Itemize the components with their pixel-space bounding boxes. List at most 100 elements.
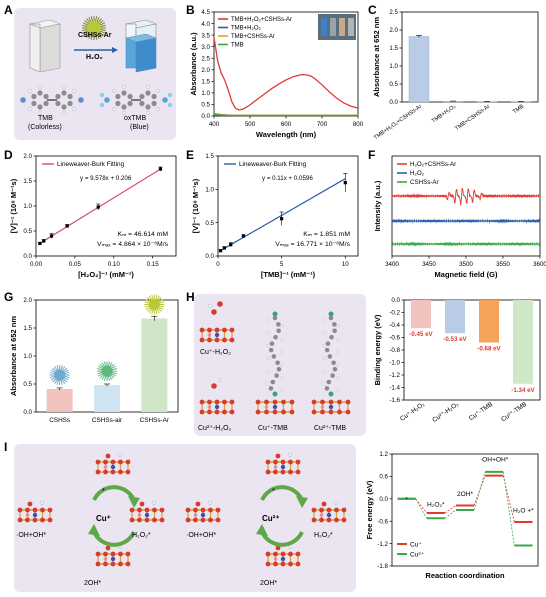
y-tick-label: 0.0 [205, 253, 214, 260]
x-tick-label: 500 [245, 121, 256, 128]
oxygen-atom [289, 399, 295, 405]
nitrogen-atom [272, 391, 278, 397]
carbon-atom [61, 104, 67, 110]
y-tick-label: 1.0 [23, 203, 32, 210]
hydrogen-atom [27, 88, 32, 93]
carbon-atom [328, 315, 334, 321]
structure-label-cu2-tmb: Cu²⁺-TMB [314, 425, 347, 432]
oxygen-atom [103, 551, 108, 557]
hydrogen-atom [280, 363, 284, 367]
oxygen-atom [129, 507, 135, 513]
oxygen-atom [264, 409, 269, 415]
carbon-atom [37, 104, 43, 110]
oxygen-atom [222, 337, 227, 343]
carbon-atom [329, 334, 334, 340]
cluster-0 [17, 501, 53, 523]
mech-label-cu1: Cu⁺ [96, 514, 111, 523]
y-tick-label: 2.0 [201, 67, 210, 74]
oxygen-atom [105, 453, 111, 459]
y-tick-label: 0.5 [205, 220, 214, 227]
y-tick-label: 0.0 [389, 99, 398, 106]
hydrogen-atom [322, 356, 326, 361]
oxygen-atom [229, 327, 235, 333]
oxygen-atom [152, 517, 157, 523]
bar-0 [46, 389, 73, 412]
oxygen-atom [321, 501, 327, 507]
colorless-cuvette [28, 19, 62, 73]
oxygen-atom [341, 507, 347, 513]
y-tick-label: 0.5 [23, 381, 32, 388]
x-tick-label: 3400 [385, 261, 399, 268]
bar-value-label: -0.45 eV [409, 331, 433, 338]
carbon-atom [324, 386, 330, 391]
catalyst-label: CSHSs-Ar [78, 32, 112, 39]
structure-cu1-tmb [255, 311, 295, 415]
hydrogen-atom [167, 92, 173, 98]
oxygen-atom [265, 469, 271, 475]
copper-atom [200, 512, 206, 518]
x-axis-label: [H₂O₂]⁻¹ (mM⁻¹) [78, 270, 134, 279]
oxygen-atom [95, 459, 101, 465]
hydrogen-atom [151, 501, 156, 506]
carbon-atom [43, 93, 49, 100]
x-tick-label: 5 [280, 261, 284, 268]
y-tick-label: 1.2 [379, 451, 388, 458]
structure-label-cu2-h2o2: Cu²⁺-H₂O₂ [198, 425, 232, 432]
oxygen-atom [337, 409, 342, 415]
oxygen-atom [103, 459, 108, 465]
oxygen-atom [222, 399, 227, 405]
y-tick-label: -0.2 [389, 310, 400, 317]
y-tick-label: -0.8 [389, 347, 400, 354]
oxygen-atom [311, 517, 317, 523]
oxygen-atom [215, 517, 221, 523]
oxygen-atom [326, 517, 332, 523]
cluster-2 [129, 501, 165, 523]
oxygen-atom [47, 517, 53, 523]
tmb-state-label: (Colorless) [28, 124, 62, 131]
y-axis-label: Absorbance at 652 nm [372, 17, 381, 97]
x-axis-label: Wavelength (nm) [256, 130, 317, 139]
data-point [96, 205, 100, 209]
oxygen-atom [199, 327, 205, 333]
oxygen-atom [280, 469, 286, 475]
cluster-3 [95, 544, 131, 567]
y-tick-label: 2.0 [389, 27, 398, 34]
data-point [241, 234, 246, 238]
carbon-atom [139, 100, 145, 107]
legend-label: Cu²⁺ [410, 551, 425, 558]
cluster-5 [265, 452, 301, 475]
panel-letter-b: B [186, 3, 195, 17]
copper-atom [214, 404, 220, 410]
carbon-atom [145, 104, 151, 110]
carbon-atom [121, 90, 127, 96]
oxygen-atom [211, 309, 217, 315]
oxygen-atom [110, 469, 116, 475]
hydrogen-atom [334, 501, 339, 506]
tmb-molecule-icon [20, 84, 84, 115]
oxygen-atom [217, 301, 223, 307]
structure-cu2-h2o2 [199, 377, 235, 415]
carbon-atom [270, 379, 276, 385]
copper-atom [144, 512, 150, 518]
oxygen-atom [118, 469, 123, 475]
chart-e: 0.0 0.5 1.0 1.5 0 5 10 [V]⁻¹ (10⁸ M⁻¹s) [TMB]⁻¹ … [191, 153, 359, 279]
chart-h-binding: 0.0 -0.2 -0.4 -0.6 -0.8 -1.0 -1.2 -1.4 -1.6 Bindi… [373, 297, 541, 424]
cycle-arc [260, 531, 304, 547]
panel-a-schematic: CSHSs-Ar H₂O₂ TMB (Colorless) oxTMB (Blu… [14, 8, 176, 140]
category-label: CSHSs [49, 417, 70, 424]
x-tick-label: 0.00 [30, 261, 43, 268]
oxygen-atom [207, 327, 212, 333]
oxygen-atom [319, 507, 324, 513]
y-tick-label: 1.0 [201, 90, 210, 97]
oxygen-atom [137, 513, 142, 517]
oxygen-atom [118, 561, 123, 567]
carbon-atom [145, 90, 151, 96]
oxygen-atom [95, 469, 101, 475]
y-tick-label: 0.0 [201, 113, 210, 120]
copper-atom [280, 556, 286, 562]
oxygen-atom [32, 517, 38, 523]
bar-2 [141, 318, 168, 412]
x-tick-label: 800 [353, 121, 364, 128]
y-tick-label: 1.0 [389, 63, 398, 70]
mech-label-cu2: Cu²⁺ [262, 514, 280, 523]
